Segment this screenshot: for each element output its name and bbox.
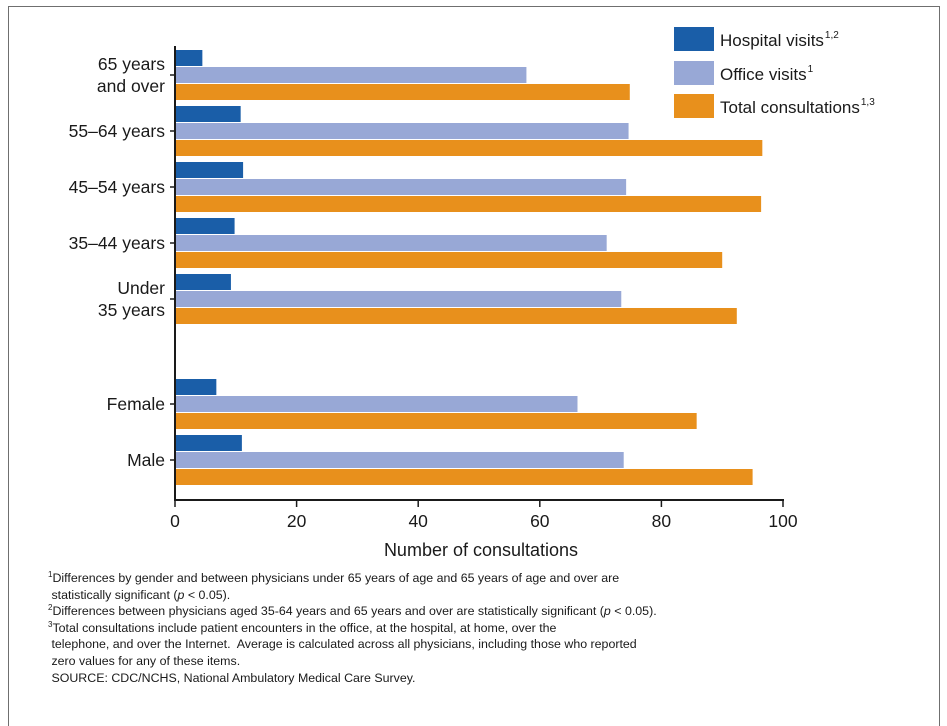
bar-total-consultations-5 [175,413,697,429]
category-label-3-0: 35–44 years [69,233,166,253]
bar-total-consultations-3 [175,252,723,268]
bar-office-visits-2 [175,179,627,195]
legend-label-total-consultations: Total consultations [720,98,860,117]
bar-hospital-visits-1 [175,106,241,122]
category-label-4-0: Under [117,278,165,298]
bar-total-consultations-2 [175,196,762,212]
bar-hospital-visits-6 [175,435,242,451]
x-tick-label-100: 100 [768,511,797,531]
bar-hospital-visits-2 [175,162,244,178]
bar-group [175,50,763,485]
legend-swatch-total-consultations [674,94,714,118]
x-tick-label-40: 40 [408,511,428,531]
category-label-5-0: Female [107,394,165,414]
footnote-marker: 2 [48,603,53,613]
footnote-line-3: 3Total consultations include patient enc… [48,619,557,635]
legend-sup-hospital-visits: 1,2 [825,30,839,41]
bar-hospital-visits-3 [175,218,235,234]
figure-frame [8,6,940,726]
bar-office-visits-0 [175,67,527,83]
footnotes: 1Differences by gender and between physi… [48,570,928,686]
legend: Hospital visits 1,2 Office visits 1 Total co… [674,27,875,118]
footnote-line-5: zero values for any of these items. [48,653,241,668]
bar-total-consultations-4 [175,308,737,324]
legend-sup-total-consultations: 1,3 [861,97,875,108]
footnote-line-2: 2Differences between physicians aged 35-… [48,603,657,619]
bar-hospital-visits-5 [175,379,217,395]
bar-office-visits-6 [175,452,624,468]
footnote-marker: 3 [48,619,53,629]
bar-hospital-visits-4 [175,274,231,290]
legend-swatch-office-visits [674,61,714,85]
legend-label-hospital-visits: Hospital visits [720,31,824,50]
bar-office-visits-4 [175,291,622,307]
category-label-0-0: 65 years [98,54,165,74]
x-tick-label-20: 20 [287,511,307,531]
bar-total-consultations-1 [175,140,763,156]
category-label-1-0: 55–64 years [69,121,166,141]
bar-office-visits-1 [175,123,629,139]
footnote-line-0: 1Differences by gender and between physi… [48,570,620,585]
footnote-marker: 1 [48,570,53,579]
x-tick-label-0: 0 [170,511,180,531]
bar-total-consultations-0 [175,84,630,100]
bar-total-consultations-6 [175,469,753,485]
category-label-4-1: 35 years [98,300,165,320]
footnote-line-6: SOURCE: CDC/NCHS, National Ambulatory Me… [48,670,416,685]
bar-office-visits-5 [175,396,578,412]
legend-label-office-visits: Office visits [720,65,807,84]
x-axis-title: Number of consultations [384,540,578,560]
bar-office-visits-3 [175,235,607,251]
legend-swatch-hospital-visits [674,27,714,51]
category-label-0-1: and over [97,76,165,96]
x-tick-label-80: 80 [652,511,672,531]
category-label-6-0: Male [127,450,165,470]
category-label-2-0: 45–54 years [69,177,166,197]
bar-hospital-visits-0 [175,50,203,66]
footnote-line-4: telephone, and over the Internet. Averag… [48,637,637,652]
legend-sup-office-visits: 1 [808,64,814,75]
x-tick-labels: 0 20 40 60 80 100 [170,500,798,531]
footnote-line-1: statistically significant (p < 0.05). [48,587,231,602]
axes [170,46,784,501]
x-tick-label-60: 60 [530,511,550,531]
